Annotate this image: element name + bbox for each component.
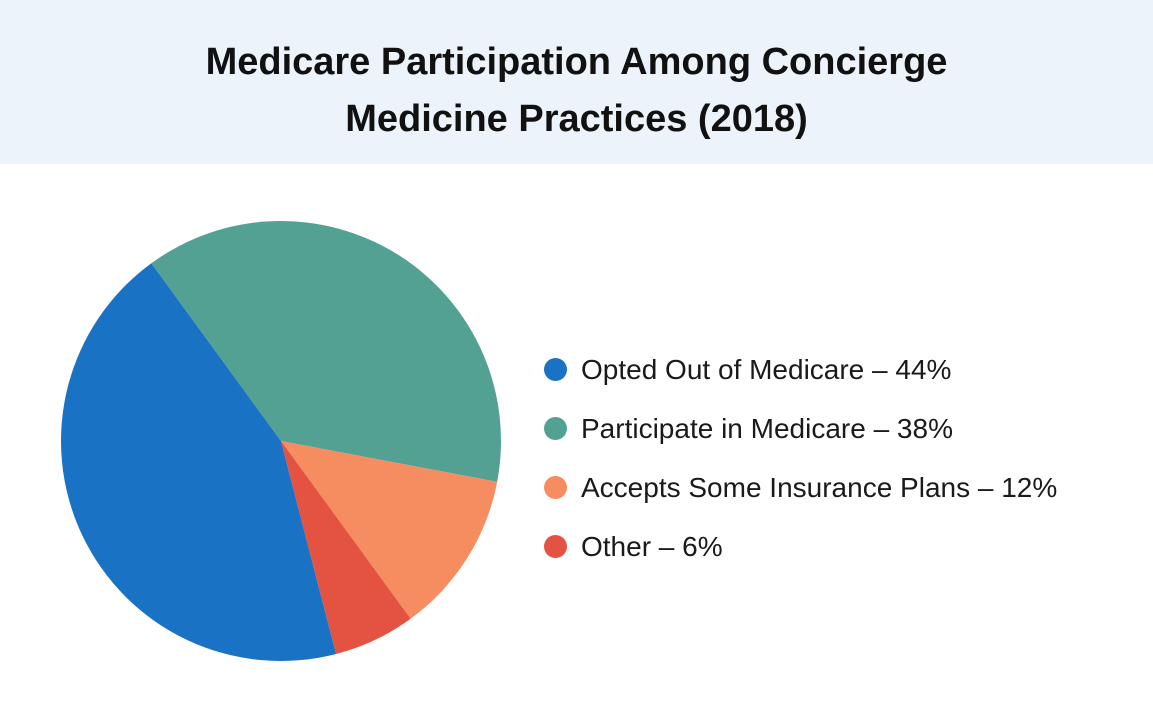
chart-title: Medicare Participation Among Concierge M… [0, 34, 1153, 148]
title-band: Medicare Participation Among Concierge M… [0, 0, 1153, 164]
chart-title-line-1: Medicare Participation Among Concierge [205, 41, 948, 83]
legend-item-other: Other – 6% [544, 517, 1057, 576]
legend-label-accepts-insurance: Accepts Some Insurance Plans – 12% [581, 471, 1058, 503]
pie-slice-other [281, 441, 411, 654]
legend-label-other: Other – 6% [581, 530, 723, 562]
chart-legend: Opted Out of Medicare – 44% Participate … [544, 340, 1057, 576]
legend-dot-participate [544, 417, 567, 440]
legend-dot-accepts-insurance [544, 476, 567, 499]
pie-slice-participate-in-medicare [151, 221, 501, 482]
legend-item-participate: Participate in Medicare – 38% [544, 399, 1057, 458]
pie-slice-opted-out-of-medicare [61, 263, 337, 661]
legend-label-opted-out: Opted Out of Medicare – 44% [581, 353, 952, 385]
pie-slice-accepts-some-insurance-plans [281, 441, 498, 619]
chart-title-line-2: Medicine Practices (2018) [345, 98, 808, 140]
legend-dot-other [544, 535, 567, 558]
pie-slices [61, 221, 501, 661]
legend-dot-opted-out [544, 358, 567, 381]
legend-item-accepts-insurance: Accepts Some Insurance Plans – 12% [544, 458, 1057, 517]
legend-label-participate: Participate in Medicare – 38% [581, 412, 953, 444]
legend-item-opted-out: Opted Out of Medicare – 44% [544, 340, 1057, 399]
